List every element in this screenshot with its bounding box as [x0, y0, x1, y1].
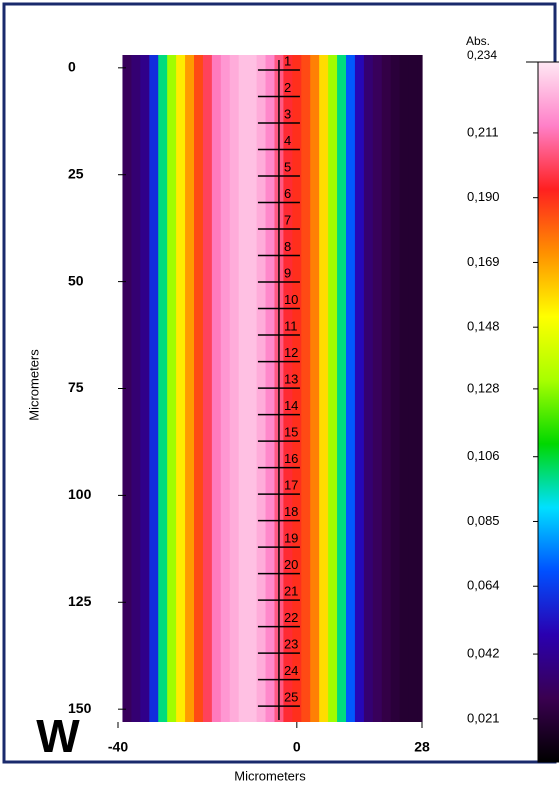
heat-column [203, 55, 213, 722]
marker-label: 14 [284, 398, 298, 413]
heat-column [149, 55, 159, 722]
marker-label: 16 [284, 451, 298, 466]
marker-label: 12 [284, 345, 298, 360]
heat-column [176, 55, 186, 722]
heat-column [382, 55, 392, 722]
chart: W Micrometers Micrometers Abs. 123456789… [0, 0, 559, 795]
marker-label: 22 [284, 610, 298, 625]
marker-label: 19 [284, 531, 298, 546]
marker-label: 20 [284, 557, 298, 572]
heat-column [310, 55, 320, 722]
marker-label: 3 [284, 106, 291, 121]
marker-label: 8 [284, 239, 291, 254]
heat-column [400, 55, 410, 722]
heat-column [230, 55, 240, 722]
heat-column [212, 55, 222, 722]
y-tick-label: 150 [68, 700, 92, 716]
marker-label: 13 [284, 372, 298, 387]
marker-label: 24 [284, 663, 298, 678]
colorbar-tick-label: 0,169 [467, 254, 500, 269]
marker-label: 5 [284, 159, 291, 174]
colorbar-tick-label: 0,042 [467, 646, 500, 661]
heat-column [319, 55, 329, 722]
colorbar-tick-label: 0,106 [467, 448, 500, 463]
heat-column [337, 55, 347, 722]
heat-column [355, 55, 365, 722]
heat-column [391, 55, 401, 722]
colorbar-tick-label: 0,148 [467, 319, 500, 334]
y-axis-title: Micrometers [26, 349, 41, 421]
marker-label: 21 [284, 584, 298, 599]
marker-label: 6 [284, 186, 291, 201]
marker-label: 18 [284, 504, 298, 519]
heat-column [185, 55, 195, 722]
heat-column [364, 55, 374, 722]
marker-label: 4 [284, 133, 291, 148]
heat-column [239, 55, 249, 722]
heat-column [301, 55, 311, 722]
marker-label: 7 [284, 212, 291, 227]
y-tick-label: 75 [68, 379, 84, 395]
y-tick-label: 0 [68, 59, 76, 75]
heat-column [221, 55, 231, 722]
y-tick-label: 125 [68, 593, 92, 609]
x-tick-label: -40 [108, 739, 128, 755]
y-tick-label: 100 [68, 486, 92, 502]
marker-label: 15 [284, 425, 298, 440]
marker-label: 9 [284, 265, 291, 280]
colorbar-tick-label: 0,064 [467, 578, 500, 593]
heat-column [194, 55, 204, 722]
marker-label: 17 [284, 478, 298, 493]
x-axis-title: Micrometers [234, 768, 306, 783]
colorbar-tick-label: 0,190 [467, 189, 500, 204]
heat-column [158, 55, 168, 722]
colorbar-tick-label: 0,211 [467, 124, 499, 139]
heat-column [248, 55, 258, 722]
heat-column [140, 55, 150, 722]
marker-label: 23 [284, 637, 298, 652]
marker-label: 11 [284, 318, 298, 333]
heat-column [418, 55, 423, 722]
x-tick-label: 0 [293, 739, 301, 755]
colorbar-tick-label: 0,128 [467, 380, 500, 395]
marker-label: 25 [284, 690, 298, 705]
marker-label: 10 [284, 292, 298, 307]
y-tick-label: 25 [68, 165, 84, 181]
colorbar [538, 62, 559, 762]
marker-label: 2 [284, 80, 291, 95]
heat-column [409, 55, 419, 722]
heat-column [167, 55, 177, 722]
marker-label: 1 [284, 53, 291, 68]
heat-column [328, 55, 338, 722]
heat-column [373, 55, 383, 722]
heat-column [346, 55, 356, 722]
panel-label: W [36, 710, 80, 762]
x-tick-label: 28 [414, 739, 430, 755]
colorbar-title: Abs. [466, 34, 490, 48]
y-tick-label: 50 [68, 272, 84, 288]
colorbar-tick-label: 0,085 [467, 513, 500, 528]
heat-column [131, 55, 141, 722]
colorbar-tick-label: 0,021 [467, 710, 500, 725]
colorbar-tick-label: 0,234 [467, 48, 497, 62]
